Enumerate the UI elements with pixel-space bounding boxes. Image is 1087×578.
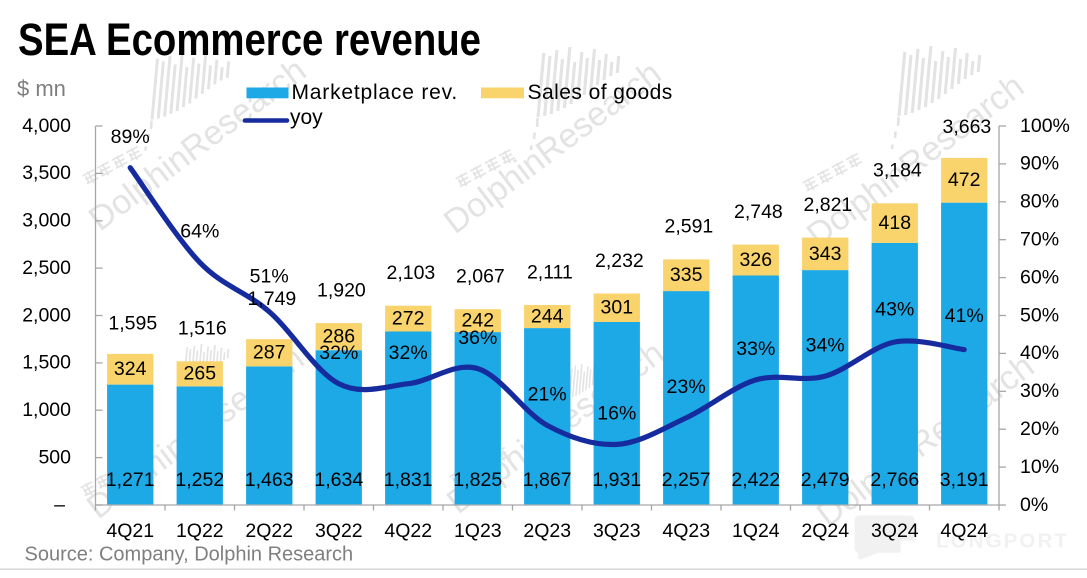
svg-text:Sales of goods: Sales of goods	[528, 81, 673, 104]
svg-text:–: –	[54, 494, 65, 516]
svg-text:1,825: 1,825	[453, 469, 502, 491]
svg-text:30%: 30%	[1020, 380, 1059, 402]
svg-text:4Q21: 4Q21	[106, 520, 154, 542]
svg-text:70%: 70%	[1020, 229, 1059, 251]
svg-text:2Q24: 2Q24	[801, 520, 849, 542]
svg-text:Source: Company, Dolphin Resea: Source: Company, Dolphin Research	[25, 544, 354, 566]
svg-text:90%: 90%	[1020, 153, 1059, 175]
svg-text:3Q23: 3Q23	[593, 520, 641, 542]
svg-text:89%: 89%	[111, 126, 150, 148]
svg-text:33%: 33%	[736, 338, 775, 360]
svg-text:1,867: 1,867	[523, 469, 572, 491]
svg-text:2,766: 2,766	[870, 469, 919, 491]
svg-text:2,111: 2,111	[527, 261, 573, 283]
svg-text:2,257: 2,257	[662, 469, 711, 491]
svg-text:16%: 16%	[597, 403, 636, 425]
svg-text:3,500: 3,500	[22, 162, 71, 184]
svg-text:335: 335	[670, 264, 703, 286]
svg-text:32%: 32%	[389, 342, 428, 364]
svg-text:2,479: 2,479	[801, 469, 850, 491]
svg-text:1,463: 1,463	[245, 469, 294, 491]
svg-text:324: 324	[114, 358, 147, 380]
svg-text:2,821: 2,821	[803, 194, 852, 216]
svg-text:10%: 10%	[1020, 456, 1059, 478]
svg-text:SEA Ecommerce revenue: SEA Ecommerce revenue	[18, 14, 481, 65]
svg-text:326: 326	[740, 249, 773, 271]
svg-text:1,920: 1,920	[317, 279, 366, 301]
svg-text:287: 287	[253, 342, 286, 364]
svg-text:34%: 34%	[806, 334, 845, 356]
svg-text:301: 301	[601, 297, 634, 319]
svg-text:51%: 51%	[250, 265, 289, 287]
svg-text:60%: 60%	[1020, 266, 1059, 288]
svg-text:23%: 23%	[667, 376, 706, 398]
svg-text:40%: 40%	[1020, 342, 1059, 364]
svg-text:4Q22: 4Q22	[384, 520, 432, 542]
svg-text:yoy: yoy	[290, 106, 323, 129]
svg-text:36%: 36%	[458, 327, 497, 349]
svg-text:1,595: 1,595	[108, 313, 157, 335]
svg-text:1,516: 1,516	[178, 318, 227, 340]
svg-text:2,748: 2,748	[734, 201, 783, 223]
svg-text:3,191: 3,191	[940, 469, 989, 491]
svg-text:2,103: 2,103	[386, 262, 435, 284]
svg-text:265: 265	[184, 363, 217, 385]
svg-text:32%: 32%	[319, 342, 358, 364]
svg-text:$ mn: $ mn	[17, 76, 66, 101]
svg-text:43%: 43%	[875, 298, 914, 320]
svg-text:3,184: 3,184	[873, 160, 922, 182]
svg-text:2,500: 2,500	[22, 257, 71, 279]
svg-text:3Q22: 3Q22	[315, 520, 363, 542]
svg-text:2,000: 2,000	[22, 304, 71, 326]
svg-text:41%: 41%	[945, 305, 984, 327]
svg-text:343: 343	[809, 243, 842, 265]
svg-text:2,422: 2,422	[731, 469, 780, 491]
svg-text:244: 244	[531, 305, 564, 327]
svg-text:1,749: 1,749	[247, 288, 296, 310]
svg-text:1,271: 1,271	[106, 469, 155, 491]
svg-text:4Q24: 4Q24	[940, 520, 988, 542]
svg-text:50%: 50%	[1020, 304, 1059, 326]
svg-text:2Q23: 2Q23	[523, 520, 571, 542]
svg-text:20%: 20%	[1020, 418, 1059, 440]
svg-text:472: 472	[948, 169, 981, 191]
svg-text:1,831: 1,831	[384, 469, 433, 491]
svg-text:3Q24: 3Q24	[871, 520, 919, 542]
svg-text:2,232: 2,232	[595, 250, 644, 272]
svg-text:1Q22: 1Q22	[176, 520, 224, 542]
svg-text:1Q23: 1Q23	[454, 520, 502, 542]
svg-text:Marketplace rev.: Marketplace rev.	[292, 81, 458, 104]
svg-text:1Q24: 1Q24	[732, 520, 780, 542]
svg-text:64%: 64%	[180, 221, 219, 243]
svg-text:2,591: 2,591	[664, 216, 713, 238]
svg-text:1,000: 1,000	[22, 399, 71, 421]
svg-text:500: 500	[38, 446, 71, 468]
svg-text:21%: 21%	[528, 384, 567, 406]
svg-text:1,634: 1,634	[314, 469, 363, 491]
svg-text:418: 418	[879, 212, 912, 234]
svg-text:100%: 100%	[1020, 115, 1070, 137]
svg-text:2Q22: 2Q22	[245, 520, 293, 542]
svg-text:1,252: 1,252	[175, 469, 224, 491]
svg-text:4Q23: 4Q23	[662, 520, 710, 542]
svg-text:2,067: 2,067	[456, 266, 505, 288]
svg-text:4,000: 4,000	[22, 115, 71, 137]
svg-text:1,931: 1,931	[592, 469, 641, 491]
svg-text:80%: 80%	[1020, 191, 1059, 213]
svg-text:272: 272	[392, 308, 425, 330]
svg-text:3,663: 3,663	[942, 116, 991, 138]
svg-text:3,000: 3,000	[22, 210, 71, 232]
svg-text:0%: 0%	[1020, 494, 1048, 516]
svg-text:1,500: 1,500	[22, 352, 71, 374]
